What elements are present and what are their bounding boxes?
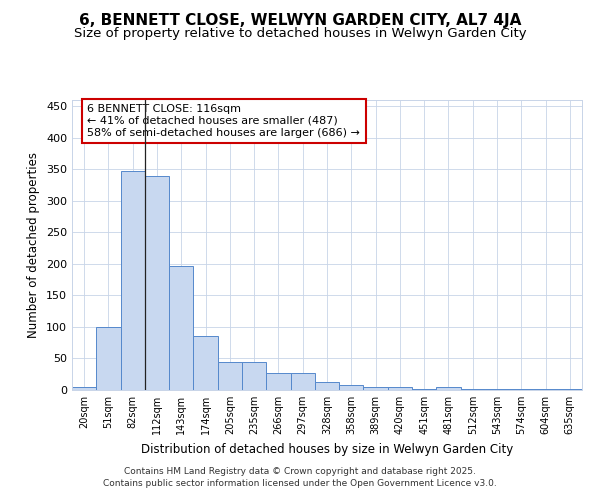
- Bar: [339, 385, 364, 390]
- Bar: [169, 266, 193, 390]
- Bar: [388, 387, 412, 390]
- Bar: [96, 327, 121, 390]
- Bar: [218, 362, 242, 390]
- Bar: [145, 176, 169, 390]
- Bar: [242, 362, 266, 390]
- Bar: [121, 170, 145, 390]
- Bar: [193, 336, 218, 390]
- Bar: [315, 382, 339, 390]
- Bar: [290, 373, 315, 390]
- Y-axis label: Number of detached properties: Number of detached properties: [28, 152, 40, 338]
- Text: Contains HM Land Registry data © Crown copyright and database right 2025.
Contai: Contains HM Land Registry data © Crown c…: [103, 466, 497, 487]
- Bar: [266, 373, 290, 390]
- Bar: [436, 387, 461, 390]
- Bar: [364, 387, 388, 390]
- X-axis label: Distribution of detached houses by size in Welwyn Garden City: Distribution of detached houses by size …: [141, 442, 513, 456]
- Text: 6, BENNETT CLOSE, WELWYN GARDEN CITY, AL7 4JA: 6, BENNETT CLOSE, WELWYN GARDEN CITY, AL…: [79, 12, 521, 28]
- Text: 6 BENNETT CLOSE: 116sqm
← 41% of detached houses are smaller (487)
58% of semi-d: 6 BENNETT CLOSE: 116sqm ← 41% of detache…: [88, 104, 360, 138]
- Text: Size of property relative to detached houses in Welwyn Garden City: Size of property relative to detached ho…: [74, 28, 526, 40]
- Bar: [72, 387, 96, 390]
